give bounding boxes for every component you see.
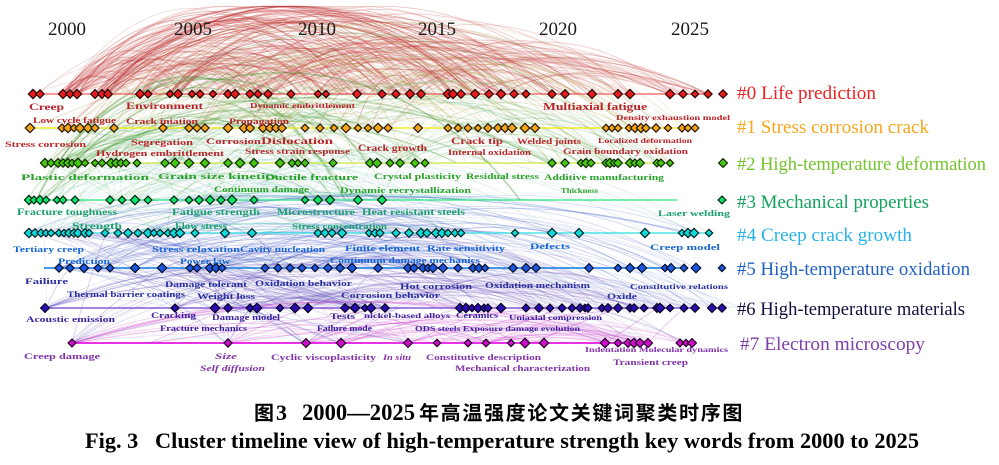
svg-text:Thermal barrier coatings: Thermal barrier coatings <box>67 289 186 299</box>
svg-text:nickel-based alloys: nickel-based alloys <box>364 312 450 320</box>
svg-text:#0 Life prediction: #0 Life prediction <box>737 83 876 104</box>
svg-text:Failure mode: Failure mode <box>317 324 372 333</box>
svg-text:#1 Stress corrosion crack: #1 Stress corrosion crack <box>737 117 930 138</box>
svg-text:Stress corrosion: Stress corrosion <box>5 139 86 149</box>
svg-text:Crack growth: Crack growth <box>358 143 427 153</box>
svg-text:Size: Size <box>215 352 238 361</box>
svg-text:Multiaxial fatigue: Multiaxial fatigue <box>543 102 648 113</box>
svg-text:#5 High-temperature oxidation: #5 High-temperature oxidation <box>737 259 970 280</box>
svg-text:In situ: In situ <box>382 352 412 362</box>
svg-text:Continuum damage: Continuum damage <box>214 184 309 194</box>
svg-text:Power law: Power law <box>180 256 231 266</box>
svg-text:Stress concentration: Stress concentration <box>292 221 387 231</box>
svg-text:Uniaxial compression: Uniaxial compression <box>509 313 602 322</box>
svg-text:Heat resistant steels: Heat resistant steels <box>362 207 466 217</box>
svg-text:#6 High-temperature materials: #6 High-temperature materials <box>737 299 965 320</box>
svg-text:Continuum damage mechanics: Continuum damage mechanics <box>330 255 481 265</box>
svg-text:Fatigue strength: Fatigue strength <box>172 207 260 217</box>
svg-text:Creep model: Creep model <box>650 242 721 252</box>
svg-text:Acoustic emission: Acoustic emission <box>26 314 115 324</box>
svg-text:Dislocation: Dislocation <box>261 136 333 146</box>
svg-text:Density exhaustion model: Density exhaustion model <box>616 113 730 122</box>
svg-text:Tests: Tests <box>330 312 355 321</box>
svg-text:Oxidation mechanism: Oxidation mechanism <box>485 280 591 290</box>
svg-text:Grain boundary oxidation: Grain boundary oxidation <box>563 146 688 156</box>
svg-text:Propagation: Propagation <box>229 116 289 126</box>
svg-text:Internal oxidation: Internal oxidation <box>448 147 531 157</box>
svg-text:Rate sensitivity: Rate sensitivity <box>427 243 506 253</box>
svg-text:Constitutive description: Constitutive description <box>426 353 542 362</box>
svg-text:Plastic deformation: Plastic deformation <box>21 172 149 182</box>
svg-text:Indentation Molecular dynamics: Indentation Molecular dynamics <box>585 345 728 354</box>
svg-text:Microstructure: Microstructure <box>277 207 355 217</box>
svg-text:Additive manufacturing: Additive manufacturing <box>544 172 665 182</box>
svg-text:Failiure: Failiure <box>25 276 68 286</box>
svg-text:Creep damage: Creep damage <box>24 351 100 361</box>
svg-text:Creep: Creep <box>29 102 64 112</box>
svg-text:Grain size kinetics: Grain size kinetics <box>158 171 279 181</box>
svg-text:Hydrogen embrittlement: Hydrogen embrittlement <box>96 148 224 158</box>
svg-text:Ceramics: Ceramics <box>456 311 498 320</box>
svg-text:ODS steels Exposure damage evo: ODS steels Exposure damage evolution <box>415 324 580 333</box>
svg-text:3: 3 <box>276 400 287 425</box>
svg-text:Cavity nucleation: Cavity nucleation <box>240 244 325 254</box>
svg-text:Thickness: Thickness <box>561 187 598 195</box>
svg-text:Constitutive relations: Constitutive relations <box>630 283 728 291</box>
svg-text:Corrosion behavior: Corrosion behavior <box>341 290 440 300</box>
svg-text:2000: 2000 <box>48 19 86 40</box>
svg-text:Defects: Defects <box>530 241 571 251</box>
svg-text:Welded joints: Welded joints <box>517 136 582 146</box>
svg-text:Cracking: Cracking <box>151 311 196 320</box>
svg-text:Tertiary creep: Tertiary creep <box>13 244 84 254</box>
svg-text:2015: 2015 <box>418 19 456 40</box>
svg-text:Low cycle fatigue: Low cycle fatigue <box>33 115 116 125</box>
svg-text:Segregation: Segregation <box>131 137 193 147</box>
svg-text:Environment: Environment <box>126 101 204 111</box>
svg-text:Crack tip: Crack tip <box>451 136 503 146</box>
svg-text:Dynamic recrystallization: Dynamic recrystallization <box>340 185 471 195</box>
svg-text:Cyclic viscoplasticity: Cyclic viscoplasticity <box>271 352 377 362</box>
svg-text:Localized deformation: Localized deformation <box>598 136 692 145</box>
svg-text:#4 Creep crack growth: #4 Creep crack growth <box>737 225 912 246</box>
svg-text:#2 High-temperature deformatio: #2 High-temperature deformation <box>737 154 986 175</box>
svg-text:Laser welding: Laser welding <box>658 208 731 218</box>
svg-text:Crystal plasticity: Crystal plasticity <box>374 171 462 181</box>
svg-text:Transient creep: Transient creep <box>613 358 689 367</box>
svg-text:Hot corrosion: Hot corrosion <box>400 281 472 291</box>
svg-text:Corrosion: Corrosion <box>206 136 261 146</box>
svg-text:Flow stress: Flow stress <box>175 221 228 231</box>
svg-text:Stress strain response: Stress strain response <box>245 146 350 156</box>
svg-text:2010: 2010 <box>298 19 336 40</box>
svg-text:Dynamic embrittlement: Dynamic embrittlement <box>250 101 356 110</box>
svg-text:Oxide: Oxide <box>607 291 637 301</box>
svg-text:Oxidation behavior: Oxidation behavior <box>255 278 352 288</box>
svg-text:2005: 2005 <box>174 19 212 40</box>
svg-text:#3 Mechanical properties: #3 Mechanical properties <box>737 192 929 213</box>
svg-text:Self diffusion: Self diffusion <box>200 364 266 373</box>
svg-text:Weight loss: Weight loss <box>197 291 256 301</box>
svg-text:2000—2025: 2000—2025 <box>302 400 415 425</box>
svg-text:Fracture toughness: Fracture toughness <box>17 207 118 217</box>
svg-text:2020: 2020 <box>539 19 577 40</box>
svg-text:#7 Electron microscopy: #7 Electron microscopy <box>740 334 925 355</box>
svg-text:Fracture mechanics: Fracture mechanics <box>160 324 247 333</box>
svg-text:Damage tolerant: Damage tolerant <box>165 279 247 289</box>
svg-text:2025: 2025 <box>671 19 709 40</box>
svg-text:Ductile fracture: Ductile fracture <box>265 172 358 182</box>
svg-text:Fig. 3 Cluster timeline view: Fig. 3 Cluster timeline view of high-tem… <box>85 428 919 453</box>
svg-text:Finite element: Finite element <box>345 243 420 253</box>
svg-text:Mechanical characterization: Mechanical characterization <box>455 364 591 373</box>
svg-text:Damage model: Damage model <box>212 313 281 322</box>
svg-text:Crack iniation: Crack iniation <box>126 116 198 126</box>
svg-text:Residual stress: Residual stress <box>466 171 540 181</box>
svg-text:Strength: Strength <box>72 221 122 231</box>
svg-text:Stress relaxation: Stress relaxation <box>152 244 240 254</box>
svg-text:Prediction: Prediction <box>58 256 110 266</box>
